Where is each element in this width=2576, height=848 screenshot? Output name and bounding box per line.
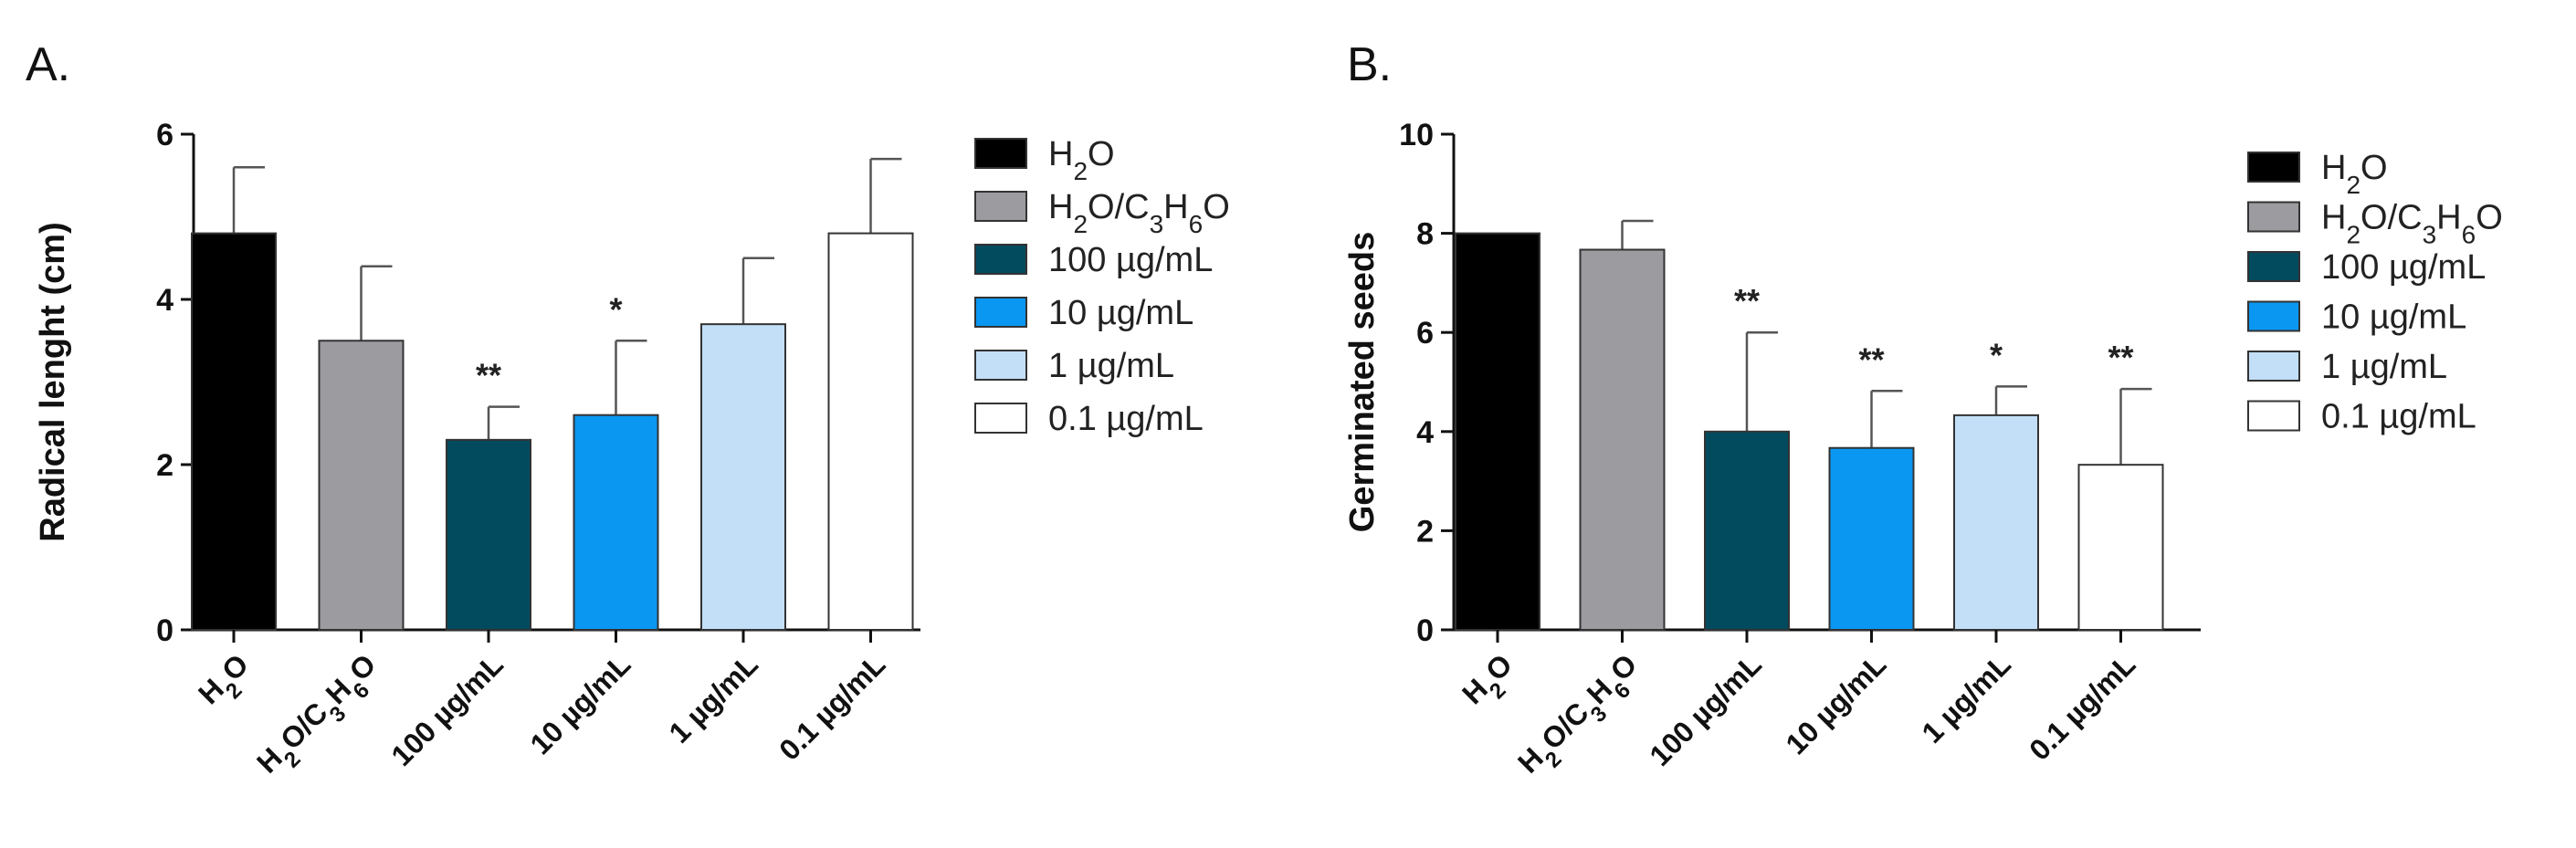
bar: [318, 340, 405, 631]
x-tick-label: H2O/C3H6O: [1511, 647, 1651, 787]
significance-label: **: [1734, 282, 1760, 319]
bar: [1455, 232, 1540, 631]
y-tick-label: 10: [1399, 118, 1434, 152]
panel-label: A.: [26, 38, 70, 91]
legend-swatch: [2247, 251, 2300, 282]
x-tick-label: 10 µg/mL: [523, 647, 636, 760]
bar: [1828, 446, 1915, 631]
legend-label: 1 µg/mL: [1048, 347, 1174, 385]
legend-swatch: [2247, 152, 2300, 183]
legend-label: H2O/C3H6O: [1048, 188, 1230, 238]
x-tick-label: 100 µg/mL: [1643, 647, 1768, 772]
legend-swatch: [974, 297, 1027, 328]
significance-label: **: [1858, 340, 1884, 378]
legend-label: 100 µg/mL: [1048, 241, 1213, 279]
y-tick-label: 8: [1416, 217, 1434, 252]
legend-swatch: [974, 350, 1027, 381]
y-axis-title: Germinated seeds: [1343, 232, 1382, 532]
legend-swatch: [974, 138, 1027, 169]
legend-swatch: [974, 191, 1027, 222]
y-tick-label: 0: [1416, 613, 1434, 648]
panel-b: B.Germinated seeds0246810H2OH2O/C3H6O**1…: [1343, 38, 2503, 787]
x-tick-label: H2O: [192, 647, 263, 718]
legend-label: H2O: [2321, 149, 2388, 199]
y-axis-title: Radical lenght (cm): [34, 222, 72, 542]
legend-label: H2O/C3H6O: [2321, 199, 2503, 249]
bar: [1704, 430, 1790, 631]
bar: [446, 438, 531, 631]
bar: [191, 232, 277, 631]
y-tick-label: 6: [1416, 316, 1434, 351]
bar: [2077, 464, 2164, 631]
legend-swatch: [2247, 300, 2300, 332]
x-tick-label: H2O/C3H6O: [250, 647, 390, 787]
x-tick-label: 1 µg/mL: [1916, 647, 2017, 749]
x-tick-label: H2O: [1456, 647, 1527, 718]
legend-swatch: [2247, 201, 2300, 233]
y-tick-label: 0: [156, 613, 173, 648]
x-tick-label: 1 µg/mL: [663, 647, 764, 749]
legend-label: H2O: [1048, 135, 1115, 185]
legend-label: 10 µg/mL: [1048, 294, 1193, 332]
bar: [700, 323, 786, 631]
y-tick-label: 2: [1416, 514, 1434, 549]
legend-label: 10 µg/mL: [2321, 298, 2466, 337]
significance-label: *: [1990, 336, 2003, 373]
x-tick-label: 10 µg/mL: [1779, 647, 1892, 760]
x-tick-label: 0.1 µg/mL: [2023, 647, 2141, 766]
bar: [827, 232, 914, 631]
bar: [1579, 248, 1666, 631]
significance-label: **: [476, 357, 501, 394]
y-tick-label: 2: [156, 448, 173, 483]
significance-label: **: [2108, 339, 2133, 376]
y-tick-label: 6: [156, 118, 173, 152]
legend-swatch: [2247, 400, 2300, 432]
x-tick-label: 0.1 µg/mL: [773, 647, 891, 766]
legend-swatch: [974, 403, 1027, 434]
bar: [573, 414, 659, 632]
x-tick-label: 100 µg/mL: [384, 647, 510, 772]
legend-swatch: [974, 244, 1027, 275]
bar: [1953, 414, 2039, 632]
legend-swatch: [2247, 351, 2300, 382]
panel-label: B.: [1347, 38, 1392, 91]
panel-a: A.Radical lenght (cm)0246H2OH2O/C3H6O**1…: [26, 38, 1230, 787]
significance-label: *: [609, 290, 622, 328]
legend-label: 0.1 µg/mL: [2321, 398, 2476, 436]
legend-label: 0.1 µg/mL: [1048, 400, 1204, 438]
y-tick-label: 4: [156, 283, 173, 318]
legend-label: 100 µg/mL: [2321, 248, 2486, 287]
legend-label: 1 µg/mL: [2321, 348, 2447, 386]
y-tick-label: 4: [1416, 415, 1434, 450]
